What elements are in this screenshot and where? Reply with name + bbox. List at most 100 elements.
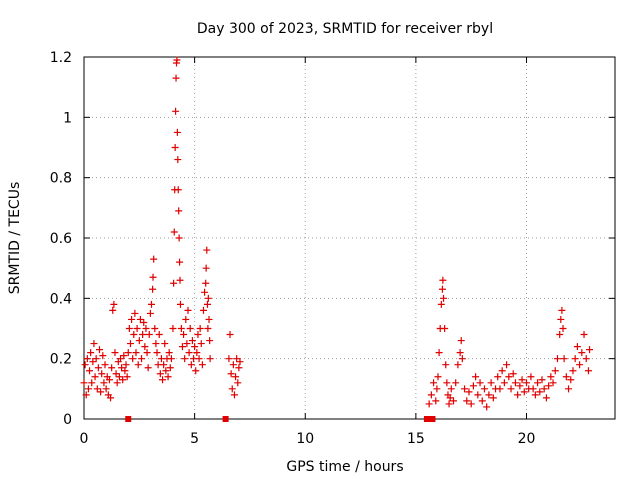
data-point	[131, 309, 139, 317]
data-point	[180, 331, 188, 339]
data-point	[120, 352, 128, 360]
data-point	[204, 325, 212, 332]
data-point	[98, 370, 106, 378]
data-point	[177, 325, 185, 332]
data-point	[135, 337, 143, 345]
data-point	[432, 397, 440, 405]
data-point	[174, 186, 182, 194]
data-point	[425, 400, 433, 408]
data-point	[202, 279, 210, 287]
data-point	[203, 246, 211, 254]
data-point	[191, 343, 199, 351]
data-point	[161, 340, 169, 348]
y-tick-label: 0	[63, 412, 72, 428]
data-point	[175, 234, 183, 242]
data-point	[547, 373, 555, 381]
data-point	[171, 144, 179, 151]
data-point	[150, 255, 158, 263]
data-point	[92, 355, 100, 363]
data-point	[91, 373, 99, 381]
data-point	[84, 385, 92, 393]
data-point	[146, 309, 154, 317]
data-point	[140, 318, 148, 326]
data-point	[164, 373, 172, 381]
data-point	[225, 355, 233, 363]
y-tick-label: 0.8	[50, 171, 72, 187]
data-point	[529, 385, 537, 393]
data-point	[187, 361, 195, 369]
data-point	[505, 373, 513, 381]
axis-ticks: 0 0.2 0.4 0.6 0.8 1 1.2 0 5 10 15 20	[50, 50, 615, 447]
data-point	[514, 391, 522, 399]
x-tick-label: 15	[407, 431, 425, 447]
data-point	[136, 315, 144, 323]
data-point	[474, 391, 482, 399]
data-point	[118, 364, 126, 372]
data-point	[83, 355, 91, 363]
data-point	[573, 343, 581, 351]
data-point	[99, 352, 107, 360]
data-point	[233, 355, 241, 363]
data-point	[155, 331, 163, 339]
data-point	[478, 397, 486, 405]
data-point	[111, 349, 119, 357]
data-point	[435, 349, 443, 357]
data-point	[485, 391, 493, 399]
data-point	[234, 379, 242, 387]
data-point	[195, 355, 203, 363]
data-point	[178, 343, 186, 351]
data-point	[192, 367, 200, 375]
data-point	[206, 337, 214, 345]
data-point	[142, 325, 150, 332]
data-point	[93, 385, 101, 393]
zero-data-point	[125, 416, 132, 422]
data-point	[160, 361, 168, 369]
data-point	[559, 325, 567, 332]
data-point	[173, 56, 181, 64]
zero-data-point	[423, 416, 430, 422]
data-point	[206, 355, 214, 363]
data-point	[201, 288, 209, 296]
data-point	[204, 294, 212, 302]
data-point	[558, 306, 566, 314]
data-point	[166, 364, 174, 372]
y-tick-label: 1.2	[50, 50, 72, 66]
data-point	[235, 364, 243, 372]
data-point	[536, 388, 544, 396]
y-tick-label: 1	[63, 110, 72, 126]
x-axis-label: GPS time / hours	[286, 459, 403, 475]
data-point	[584, 367, 592, 375]
data-point	[110, 300, 118, 308]
data-point	[443, 379, 451, 387]
y-axis-label: SRMTID / TECUs	[7, 182, 23, 295]
data-point	[176, 300, 184, 308]
data-point	[188, 337, 196, 345]
data-point	[109, 306, 117, 314]
data-point	[227, 370, 235, 378]
data-point	[193, 349, 201, 357]
data-point	[153, 349, 161, 357]
data-point	[518, 376, 526, 384]
data-point	[430, 379, 438, 387]
data-point	[458, 355, 466, 363]
data-point	[445, 400, 453, 408]
data-point	[516, 382, 524, 390]
data-point	[129, 355, 137, 363]
data-point	[162, 367, 170, 375]
data-points	[80, 56, 594, 422]
data-point	[196, 325, 204, 332]
data-point	[88, 379, 96, 387]
data-point	[172, 74, 180, 82]
data-point	[438, 285, 446, 293]
data-point	[226, 331, 234, 339]
data-point	[119, 376, 127, 384]
data-point	[498, 367, 506, 375]
data-point	[182, 315, 190, 323]
data-point	[95, 346, 103, 354]
data-point	[203, 300, 211, 308]
data-point	[538, 376, 546, 384]
data-point	[144, 364, 152, 372]
data-point	[194, 331, 202, 339]
data-point	[105, 376, 113, 384]
